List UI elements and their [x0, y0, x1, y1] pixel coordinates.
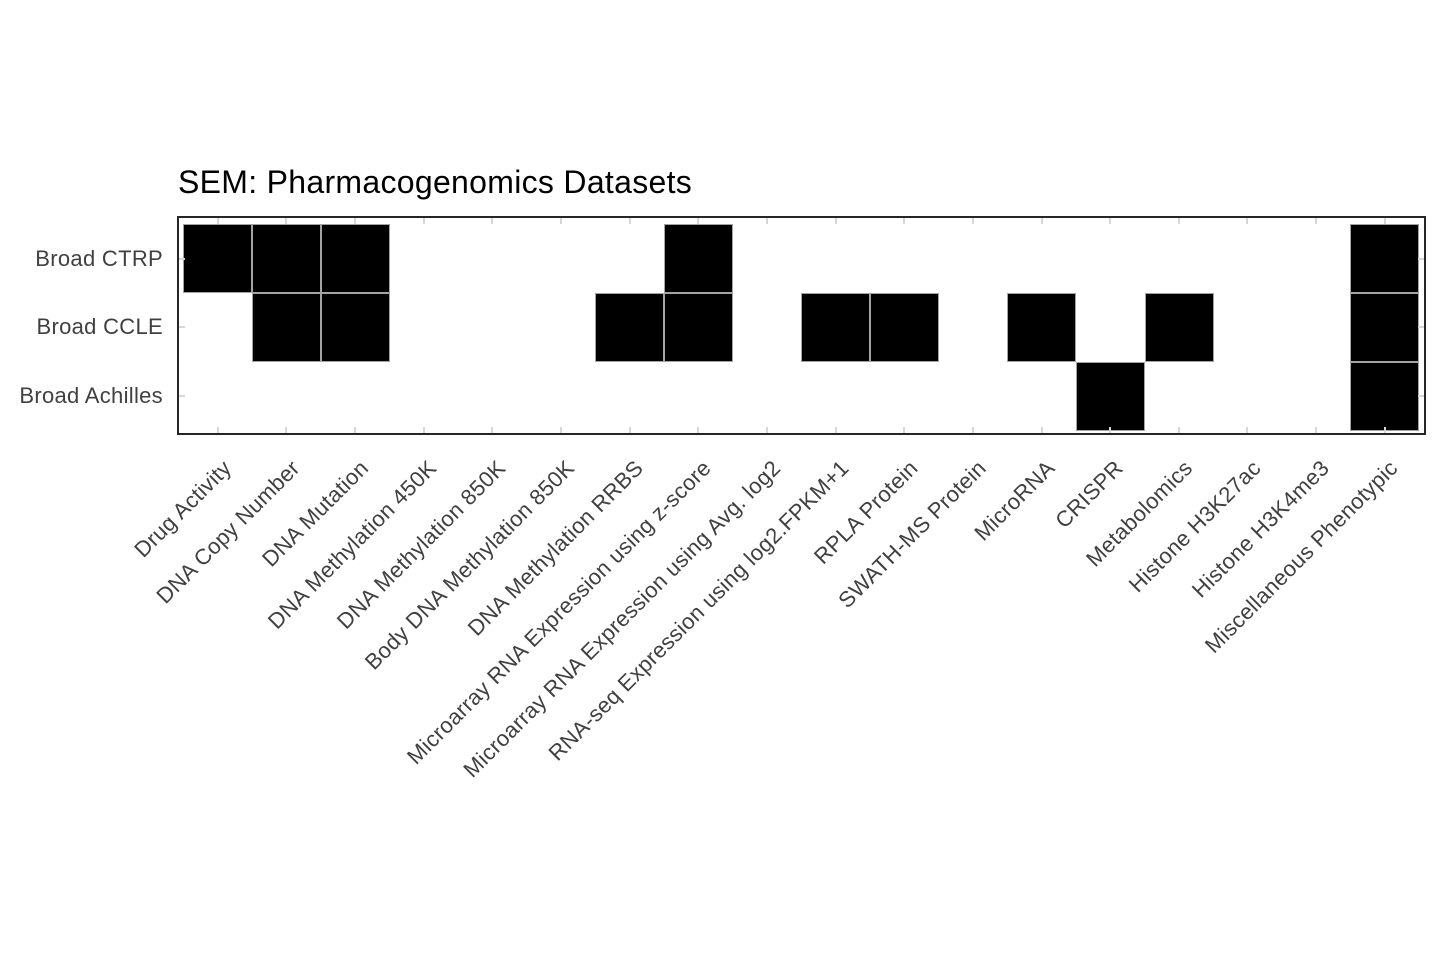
x-axis-tick [765, 218, 768, 224]
y-axis-tick [179, 394, 185, 397]
x-axis-tick [1246, 427, 1249, 433]
x-axis-tick [1383, 218, 1386, 224]
y-axis-tick [179, 326, 185, 329]
heatmap-cell [801, 293, 870, 362]
x-axis-tick [971, 427, 974, 433]
x-axis-tick [1315, 218, 1318, 224]
x-axis-tick [354, 427, 357, 433]
x-axis-tick [834, 218, 837, 224]
heatmap-cell [595, 293, 664, 362]
x-axis-tick [559, 427, 562, 433]
x-axis-tick [491, 218, 494, 224]
x-axis-tick [903, 427, 906, 433]
heatmap-cell [870, 293, 939, 362]
heatmap-cell [1076, 362, 1145, 431]
heatmap-cell [252, 224, 321, 293]
chart-title: SEM: Pharmacogenomics Datasets [178, 164, 693, 200]
x-axis-tick [354, 218, 357, 224]
x-axis-tick [1246, 218, 1249, 224]
x-axis-tick [697, 218, 700, 224]
y-axis-label: Broad Achilles [19, 382, 163, 408]
heatmap-cell [1350, 362, 1419, 431]
x-axis-tick [1040, 427, 1043, 433]
heatmap-cell [664, 293, 733, 362]
y-axis-tick [1418, 257, 1424, 260]
heatmap-cell [664, 224, 733, 293]
x-axis-tick [1040, 218, 1043, 224]
x-axis-tick [1383, 427, 1386, 433]
x-axis-tick [971, 218, 974, 224]
x-axis-tick [628, 218, 631, 224]
heatmap-cell [1350, 224, 1419, 293]
heatmap-cell [1145, 293, 1214, 362]
x-axis-tick [1177, 427, 1180, 433]
x-axis-tick [628, 427, 631, 433]
y-axis-tick [1418, 394, 1424, 397]
x-axis-tick [1109, 427, 1112, 433]
x-axis-tick [216, 427, 219, 433]
x-axis-tick [834, 427, 837, 433]
x-axis-tick [285, 218, 288, 224]
x-axis-tick [216, 218, 219, 224]
heatmap-cell [321, 224, 390, 293]
x-axis-tick [422, 218, 425, 224]
y-axis-tick [1418, 326, 1424, 329]
heatmap-cell [1007, 293, 1076, 362]
x-axis-tick [903, 218, 906, 224]
heatmap-cell [183, 224, 252, 293]
y-axis-tick [179, 257, 185, 260]
x-axis-tick [285, 427, 288, 433]
x-axis-tick [1109, 218, 1112, 224]
heatmap-cell [321, 293, 390, 362]
y-axis-label: Broad CTRP [35, 245, 163, 271]
y-axis-label: Broad CCLE [36, 314, 163, 340]
x-axis-label: Microarray RNA Expression using Avg. log… [457, 455, 785, 783]
heatmap-cell [1350, 293, 1419, 362]
heatmap-cell [252, 293, 321, 362]
x-axis-tick [422, 427, 425, 433]
x-axis-tick [697, 427, 700, 433]
x-axis-tick [1177, 218, 1180, 224]
x-axis-tick [765, 427, 768, 433]
x-axis-tick [491, 427, 494, 433]
x-axis-tick [559, 218, 562, 224]
x-axis-tick [1315, 427, 1318, 433]
